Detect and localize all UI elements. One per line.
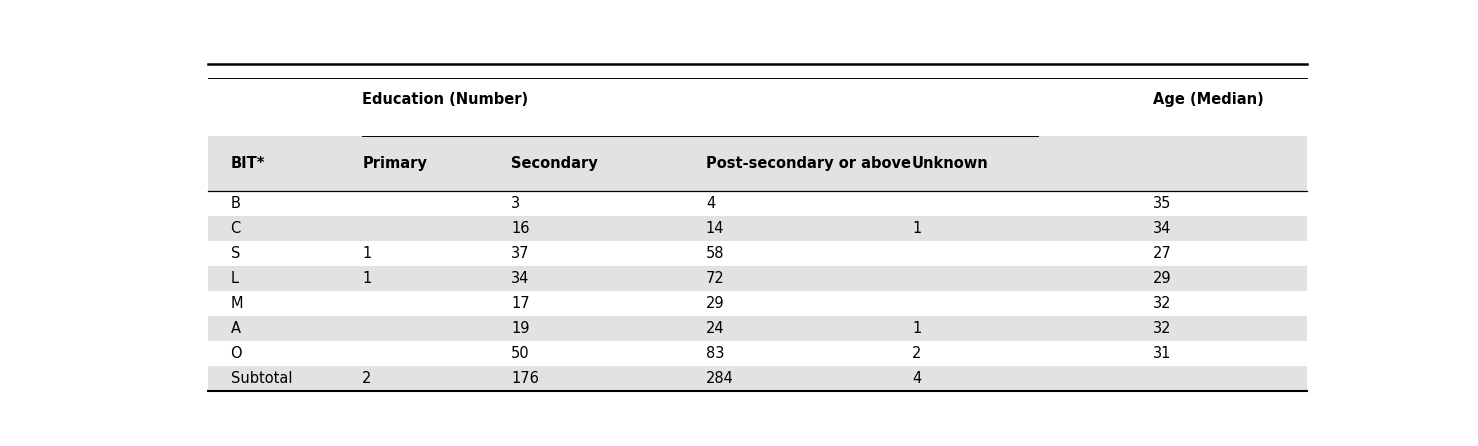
Text: 31: 31 [1153,347,1171,361]
Text: 16: 16 [511,221,529,236]
Text: 1: 1 [362,271,371,286]
Text: Education (Number): Education (Number) [362,92,529,107]
Text: 14: 14 [706,221,724,236]
Text: Secondary: Secondary [511,156,599,171]
Text: C: C [231,221,241,236]
Text: 29: 29 [1153,271,1171,286]
Text: 72: 72 [706,271,724,286]
Text: M: M [231,296,242,311]
Text: 19: 19 [511,321,529,336]
Text: 32: 32 [1153,296,1171,311]
Text: Subtotal: Subtotal [231,372,293,386]
Text: 3: 3 [511,196,520,211]
Text: 27: 27 [1153,246,1172,261]
Text: S: S [231,246,239,261]
Bar [207,316,1308,341]
Text: A: A [231,321,241,336]
Text: 83: 83 [706,347,724,361]
Bar [207,136,1308,191]
Text: 32: 32 [1153,321,1171,336]
Text: 35: 35 [1153,196,1171,211]
Text: Post-secondary or above: Post-secondary or above [706,156,910,171]
Text: Unknown: Unknown [912,156,989,171]
Text: 2: 2 [912,347,921,361]
Bar [207,266,1308,291]
Text: 37: 37 [511,246,529,261]
Text: 29: 29 [706,296,724,311]
Text: L: L [231,271,238,286]
Text: 1: 1 [362,246,371,261]
Text: 176: 176 [511,372,539,386]
Text: BIT*: BIT* [231,156,265,171]
Text: 1: 1 [912,321,921,336]
Text: 17: 17 [511,296,529,311]
Text: 4: 4 [706,196,715,211]
Text: 50: 50 [511,347,529,361]
Text: Primary: Primary [362,156,427,171]
Text: 34: 34 [511,271,529,286]
Bar [207,216,1308,241]
Text: 24: 24 [706,321,724,336]
Text: 284: 284 [706,372,733,386]
Bar [207,366,1308,392]
Text: 1: 1 [912,221,921,236]
Text: Age (Median): Age (Median) [1153,92,1264,107]
Text: 4: 4 [912,372,921,386]
Text: 58: 58 [706,246,724,261]
Text: O: O [231,347,242,361]
Text: 2: 2 [362,372,371,386]
Text: 34: 34 [1153,221,1171,236]
Text: B: B [231,196,241,211]
